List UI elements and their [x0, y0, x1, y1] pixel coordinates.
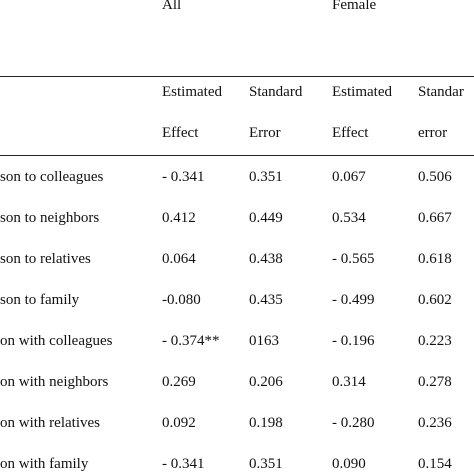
- cell-estimated-all: 0.412: [162, 210, 196, 226]
- row-label: son to colleagues: [0, 169, 104, 185]
- row-label: son to neighbors: [0, 210, 100, 226]
- table-top-rule: [0, 76, 474, 77]
- col-header-effect-all: Effect: [162, 125, 199, 141]
- cell-estimated-all: - 0.341: [162, 456, 205, 472]
- group-header-all: All: [162, 0, 182, 13]
- cell-standard-all: 0.438: [249, 251, 283, 267]
- cell-standard-female: 0.602: [418, 292, 452, 308]
- cell-standard-female: 0.278: [418, 374, 452, 390]
- row-label: son to family: [0, 292, 80, 308]
- cell-estimated-female: - 0.499: [332, 292, 375, 308]
- table-header-rule: [0, 155, 474, 156]
- group-header-female: Female: [332, 0, 377, 13]
- row-label: on with neighbors: [0, 374, 109, 390]
- cell-standard-all: 0.435: [249, 292, 283, 308]
- cell-standard-female: 0.223: [418, 333, 452, 349]
- col-header-estimated-all: Estimated: [162, 84, 222, 100]
- cell-standard-all: 0.449: [249, 210, 283, 226]
- cell-estimated-all: 0.269: [162, 374, 196, 390]
- col-header-standard-all: Standard: [249, 84, 303, 100]
- cell-standard-female: 0.154: [418, 456, 452, 472]
- cell-standard-all: 0.206: [249, 374, 283, 390]
- cell-estimated-all: -0.080: [162, 292, 201, 308]
- cell-estimated-female: 0.067: [332, 169, 366, 185]
- cell-estimated-all: 0.064: [162, 251, 196, 267]
- cell-estimated-all: - 0.341: [162, 169, 205, 185]
- col-header-error-all: Error: [249, 125, 281, 141]
- cell-estimated-all: - 0.374**: [162, 333, 220, 349]
- row-label: on with relatives: [0, 415, 100, 431]
- cell-standard-all: 0.351: [249, 169, 283, 185]
- cell-standard-female: 0.506: [418, 169, 452, 185]
- col-header-effect-female: Effect: [332, 125, 369, 141]
- cell-estimated-female: 0.314: [332, 374, 366, 390]
- cell-standard-female: 0.667: [418, 210, 452, 226]
- row-label: on with family: [0, 456, 89, 472]
- row-label: on with colleagues: [0, 333, 113, 349]
- cell-standard-all: 0163: [249, 333, 279, 349]
- cell-estimated-female: 0.090: [332, 456, 366, 472]
- cell-standard-female: 0.618: [418, 251, 452, 267]
- col-header-estimated-female: Estimated: [332, 84, 392, 100]
- cell-standard-female: 0.236: [418, 415, 452, 431]
- cell-estimated-female: - 0.196: [332, 333, 375, 349]
- cell-estimated-female: - 0.565: [332, 251, 375, 267]
- col-header-standard-female: Standar: [418, 84, 464, 100]
- cell-standard-all: 0.198: [249, 415, 283, 431]
- cell-estimated-female: - 0.280: [332, 415, 375, 431]
- cell-standard-all: 0.351: [249, 456, 283, 472]
- col-header-error-female: error: [418, 125, 448, 141]
- row-label: son to relatives: [0, 251, 91, 267]
- cell-estimated-all: 0.092: [162, 415, 196, 431]
- cell-estimated-female: 0.534: [332, 210, 366, 226]
